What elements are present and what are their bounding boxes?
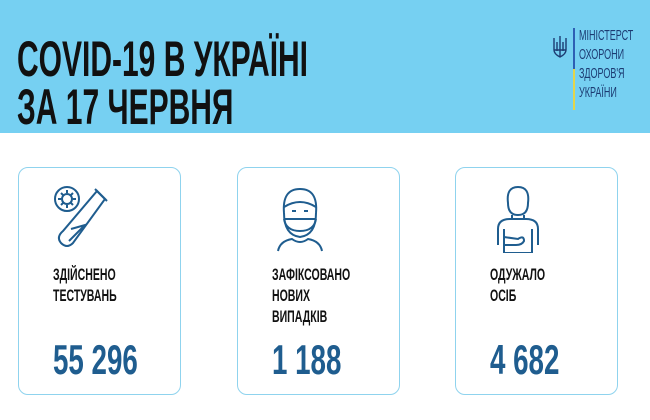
title-line-1: COVID-19 В УКРАЇНІ: [17, 31, 308, 87]
logo-line: ЗДОРОВ'Я: [579, 65, 625, 82]
card-label: ОДУЖАЛО ОСІБ: [490, 264, 545, 306]
card-label: ЗАФІКСОВАНО НОВИХ ВИПАДКІВ: [272, 264, 350, 327]
header-banner: COVID-19 В УКРАЇНІ ЗА 17 ЧЕРВНЯ МІНІСТЕР…: [0, 0, 650, 135]
label-line: ОСІБ: [490, 286, 517, 305]
card-recovered: ОДУЖАЛО ОСІБ 4 682: [455, 167, 618, 395]
masked-person-icon: [277, 187, 323, 252]
ministry-name: МІНІСТЕРСТ ОХОРОНИ ЗДОРОВ'Я УКРАЇНИ: [579, 26, 633, 102]
logo-line: МІНІСТЕРСТ: [579, 27, 634, 44]
card-new-cases: ЗАФІКСОВАНО НОВИХ ВИПАДКІВ 1 188: [237, 167, 400, 395]
label-line: ЗАФІКСОВАНО: [272, 265, 351, 284]
test-tube-virus-icon: [54, 186, 108, 247]
logo-line: УКРАЇНИ: [579, 84, 617, 101]
card-value: 55 296: [53, 336, 138, 383]
logo-line: ОХОРОНИ: [579, 46, 625, 63]
card-label: ЗДІЙСНЕНО ТЕСТУВАНЬ: [53, 264, 117, 306]
label-line: ОДУЖАЛО: [490, 265, 546, 284]
label-line: НОВИХ: [272, 286, 311, 305]
card-tests: ЗДІЙСНЕНО ТЕСТУВАНЬ 55 296: [18, 167, 181, 395]
label-line: ЗДІЙСНЕНО: [53, 265, 116, 284]
recovered-person-icon: [497, 185, 539, 253]
label-line: ТЕСТУВАНЬ: [53, 286, 117, 305]
card-value: 4 682: [490, 336, 560, 383]
trident-icon: [553, 36, 567, 58]
card-value: 1 188: [272, 336, 342, 383]
logo-bar-yellow: [573, 69, 575, 110]
title-line-2: ЗА 17 ЧЕРВНЯ: [17, 79, 234, 135]
label-line: ВИПАДКІВ: [272, 307, 328, 326]
logo-bar-blue: [573, 28, 575, 69]
